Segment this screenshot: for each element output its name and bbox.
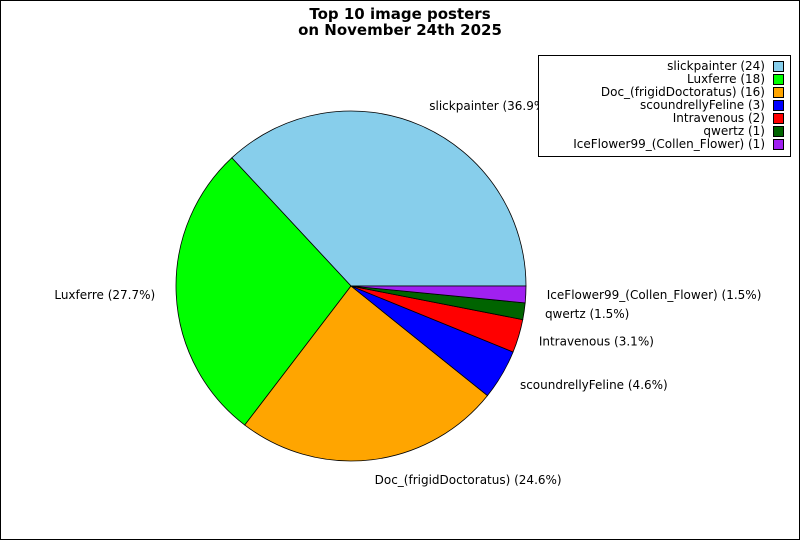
chart-legend: slickpainter (24) Luxferre (18) Doc_(frigi… bbox=[538, 55, 791, 157]
legend-item: scoundrellyFeline (3) bbox=[539, 99, 784, 112]
slice-label-doc-frigiddoctoratus: Doc_(frigidDoctoratus) (24.6%) bbox=[375, 473, 562, 487]
legend-item: Luxferre (18) bbox=[539, 73, 784, 86]
legend-item: Doc_(frigidDoctoratus) (16) bbox=[539, 86, 784, 99]
legend-swatch bbox=[773, 126, 784, 137]
legend-label: IceFlower99_(Collen_Flower) (1) bbox=[573, 137, 765, 151]
legend-item: IceFlower99_(Collen_Flower) (1) bbox=[539, 138, 784, 151]
pie-slice-iceflower99-collen-flower bbox=[350, 285, 527, 304]
slice-label-slickpainter: slickpainter (36.9%) bbox=[429, 99, 550, 113]
legend-item: slickpainter (24) bbox=[539, 60, 784, 73]
chart-title-line-1: Top 10 image posters bbox=[309, 5, 491, 23]
legend-item: Intravenous (2) bbox=[539, 112, 784, 125]
legend-label: Intravenous (2) bbox=[672, 111, 765, 125]
pie-slice-doc-frigiddoctoratus bbox=[244, 285, 489, 462]
chart-title: Top 10 image posters on November 24th 20… bbox=[1, 6, 799, 38]
legend-item: qwertz (1) bbox=[539, 125, 784, 138]
legend-swatch bbox=[773, 139, 784, 150]
legend-swatch bbox=[773, 87, 784, 98]
legend-label: Doc_(frigidDoctoratus) (16) bbox=[600, 85, 765, 99]
legend-swatch bbox=[773, 113, 784, 124]
chart-title-line-2: on November 24th 2025 bbox=[298, 21, 502, 39]
slice-label-scoundrellyfeline: scoundrellyFeline (4.6%) bbox=[520, 378, 668, 392]
legend-label: qwertz (1) bbox=[703, 124, 765, 138]
slice-label-qwertz: qwertz (1.5%) bbox=[545, 307, 629, 321]
legend-swatch bbox=[773, 100, 784, 111]
legend-swatch bbox=[773, 74, 784, 85]
slice-label-intravenous: Intravenous (3.1%) bbox=[539, 335, 654, 349]
slice-label-luxferre: Luxferre (27.7%) bbox=[54, 288, 155, 302]
pie-slice-luxferre bbox=[175, 157, 352, 426]
legend-label: Luxferre (18) bbox=[686, 72, 765, 86]
pie-slice-slickpainter bbox=[231, 110, 527, 287]
legend-label: slickpainter (24) bbox=[667, 59, 765, 73]
legend-swatch bbox=[773, 61, 784, 72]
slice-label-iceflower99-collen-flower: IceFlower99_(Collen_Flower) (1.5%) bbox=[547, 288, 762, 302]
legend-label: scoundrellyFeline (3) bbox=[640, 98, 765, 112]
